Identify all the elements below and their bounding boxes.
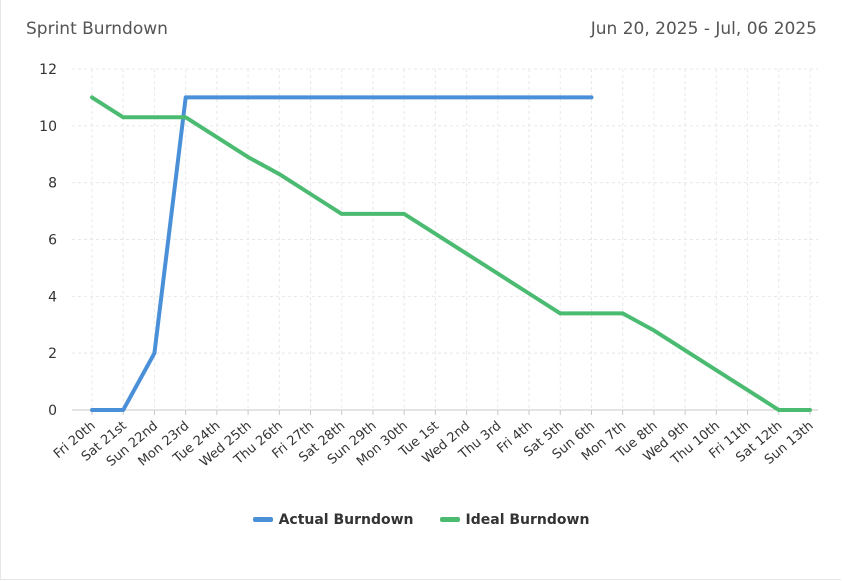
y-tick-label: 10 — [39, 119, 57, 135]
grid-lines — [72, 68, 818, 411]
y-tick-label: 6 — [48, 233, 57, 249]
y-tick-label: 12 — [39, 62, 57, 78]
legend-swatch — [252, 517, 273, 522]
legend-label: Actual Burndown — [278, 511, 414, 528]
legend-item[interactable]: Ideal Burndown — [439, 511, 590, 528]
legend: Actual Burndown Ideal Burndown — [0, 510, 842, 528]
series-line-ideal-burndown — [90, 95, 812, 412]
y-tick-label: 4 — [48, 289, 57, 305]
y-tick-label: 0 — [48, 403, 57, 419]
legend-swatch — [439, 517, 460, 522]
legend-item[interactable]: Actual Burndown — [252, 511, 414, 528]
y-tick-label: 2 — [48, 346, 57, 362]
series-line-actual-burndown — [90, 95, 594, 412]
y-tick-label: 8 — [48, 176, 57, 192]
series-lines — [90, 95, 812, 412]
legend-label: Ideal Burndown — [465, 511, 590, 528]
chart-title: Sprint Burndown — [26, 19, 168, 39]
date-range: Jun 20, 2025 - Jul, 06 2025 — [590, 19, 817, 39]
